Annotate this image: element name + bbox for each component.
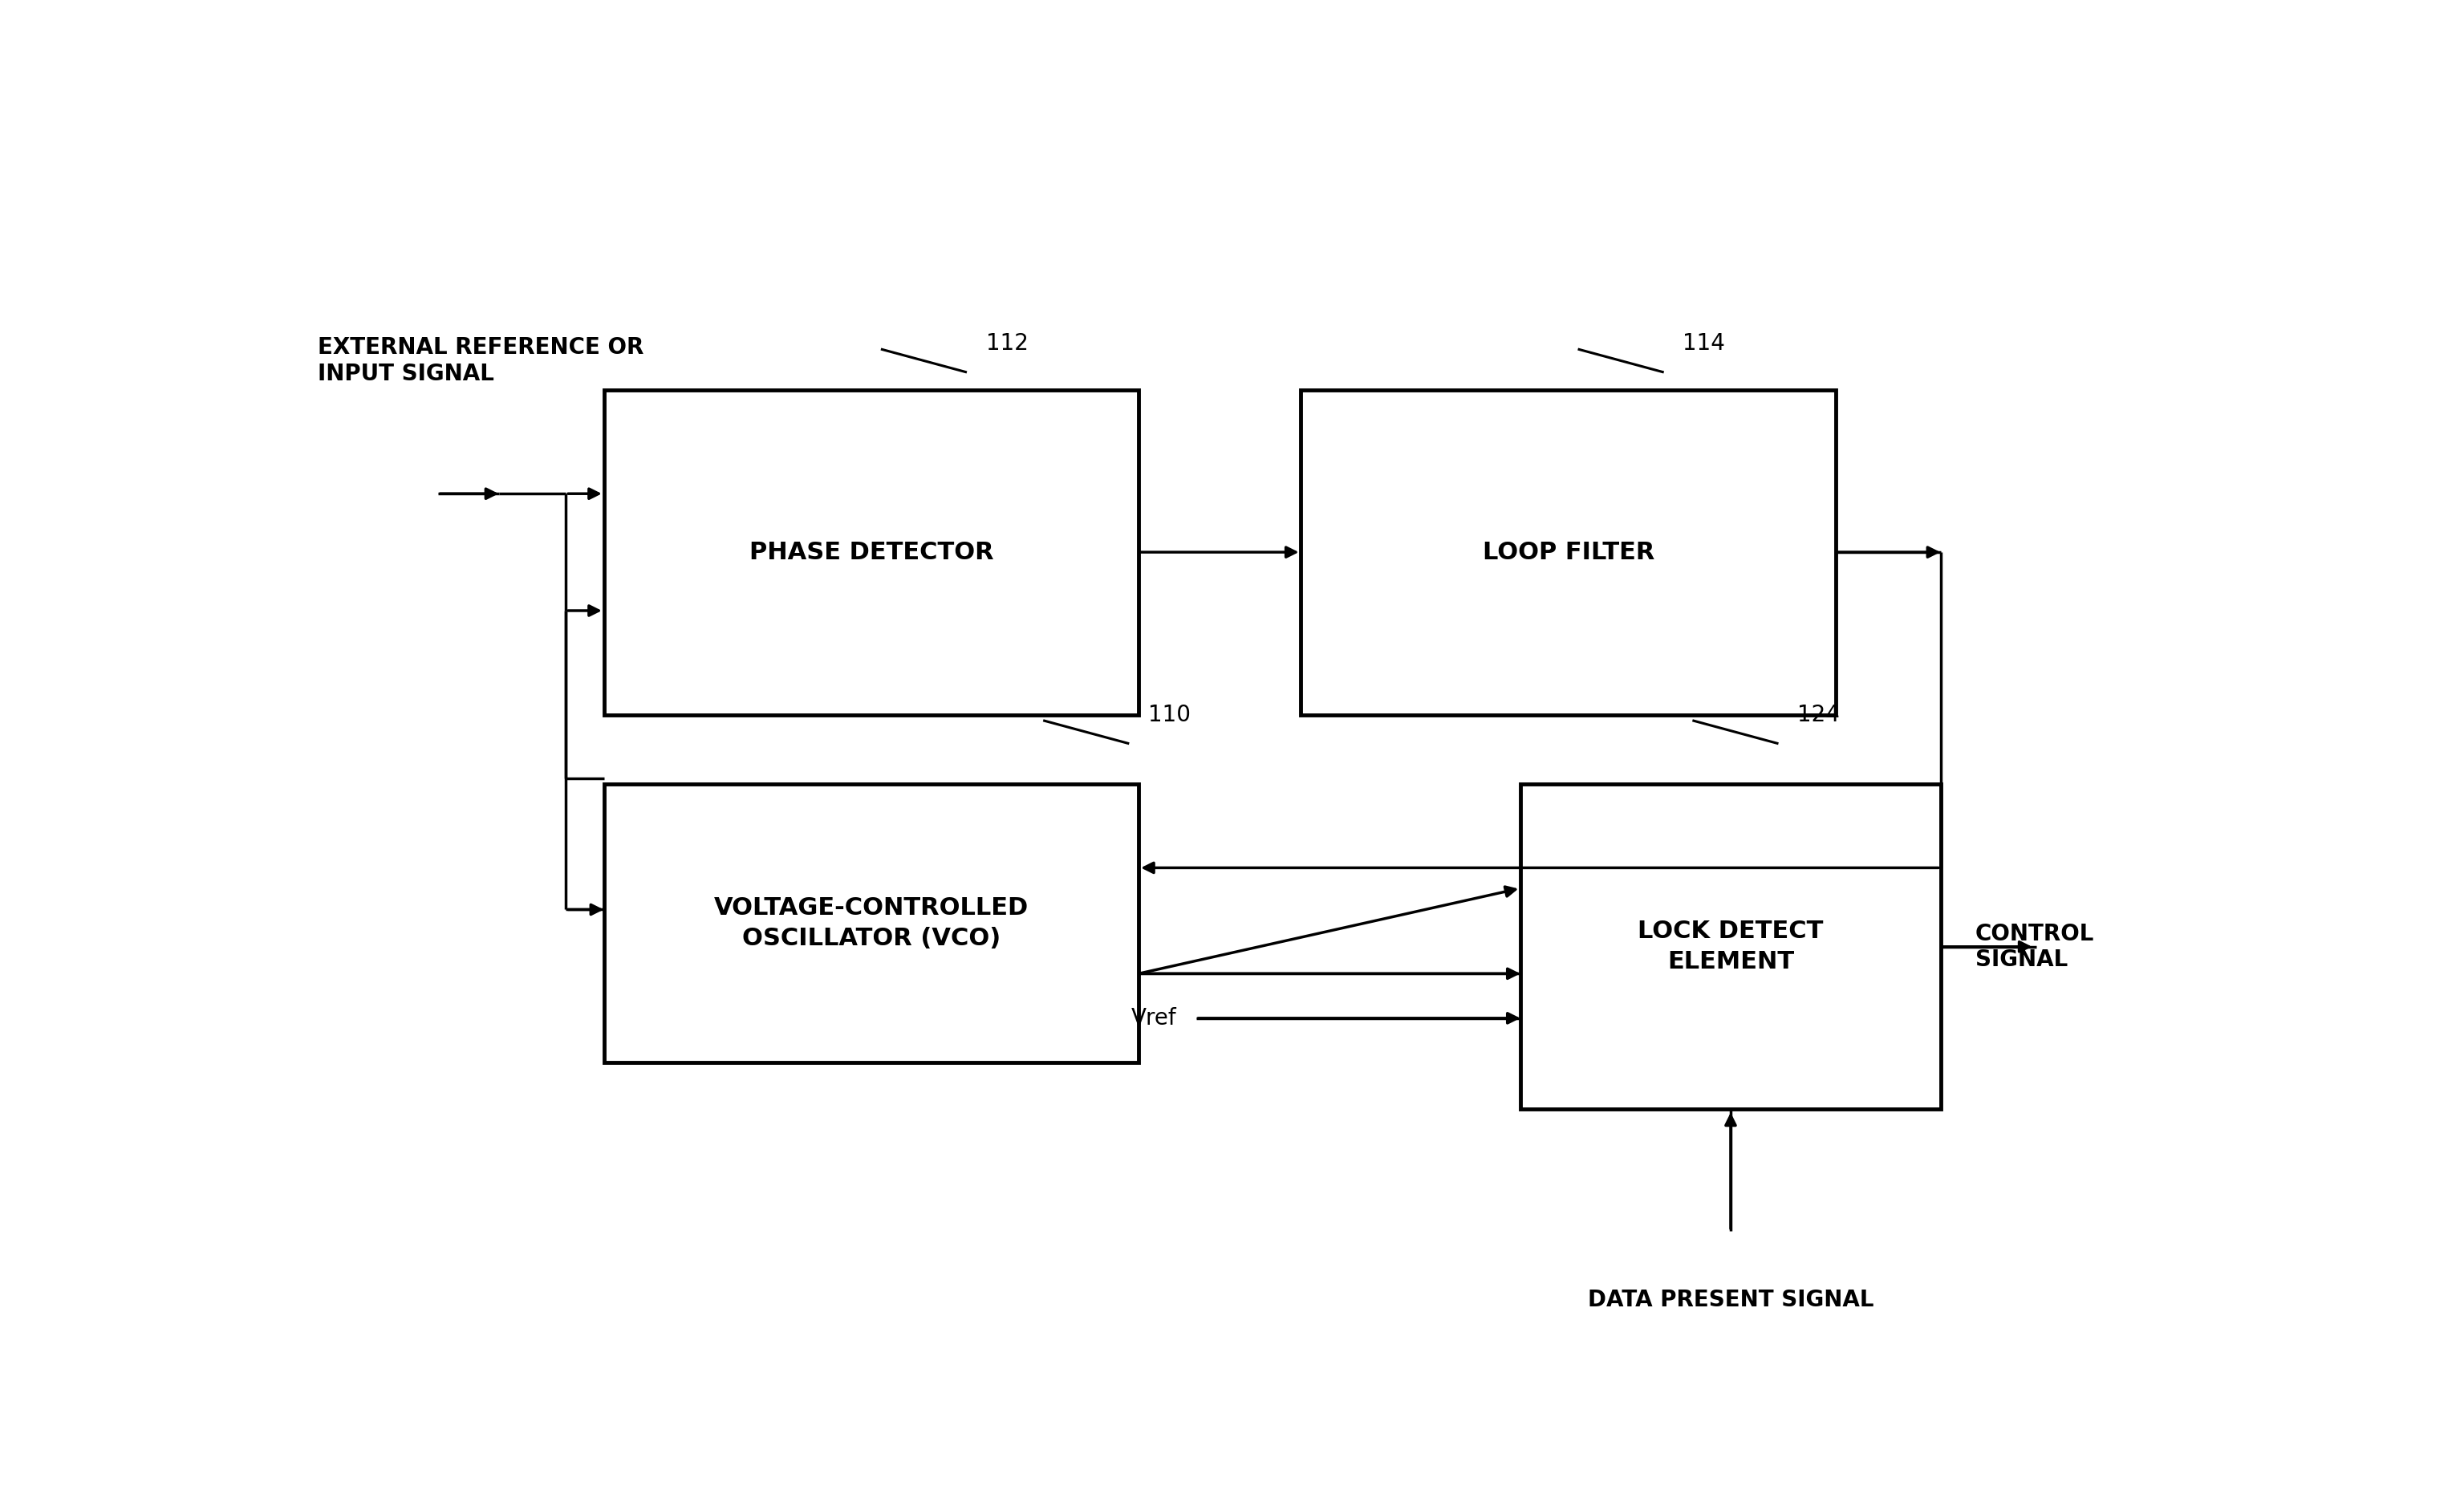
Text: 112: 112: [986, 332, 1027, 354]
Text: 124: 124: [1799, 704, 1841, 726]
Text: CONTROL
SIGNAL: CONTROL SIGNAL: [1976, 922, 2094, 971]
Text: VOLTAGE-CONTROLLED
OSCILLATOR (VCO): VOLTAGE-CONTROLLED OSCILLATOR (VCO): [715, 897, 1027, 951]
Text: LOOP FILTER: LOOP FILTER: [1483, 541, 1653, 564]
Text: Vref: Vref: [1131, 1007, 1178, 1029]
Text: LOCK DETECT
ELEMENT: LOCK DETECT ELEMENT: [1639, 919, 1823, 974]
Bar: [1301, 390, 1836, 714]
Text: 114: 114: [1683, 332, 1725, 354]
Text: 110: 110: [1148, 704, 1190, 726]
Text: PHASE DETECTOR: PHASE DETECTOR: [749, 541, 993, 564]
Bar: [604, 784, 1138, 1062]
Bar: [604, 390, 1138, 714]
Text: EXTERNAL REFERENCE OR
INPUT SIGNAL: EXTERNAL REFERENCE OR INPUT SIGNAL: [318, 336, 643, 384]
Bar: [1520, 784, 1942, 1109]
Text: DATA PRESENT SIGNAL: DATA PRESENT SIGNAL: [1587, 1288, 1873, 1311]
